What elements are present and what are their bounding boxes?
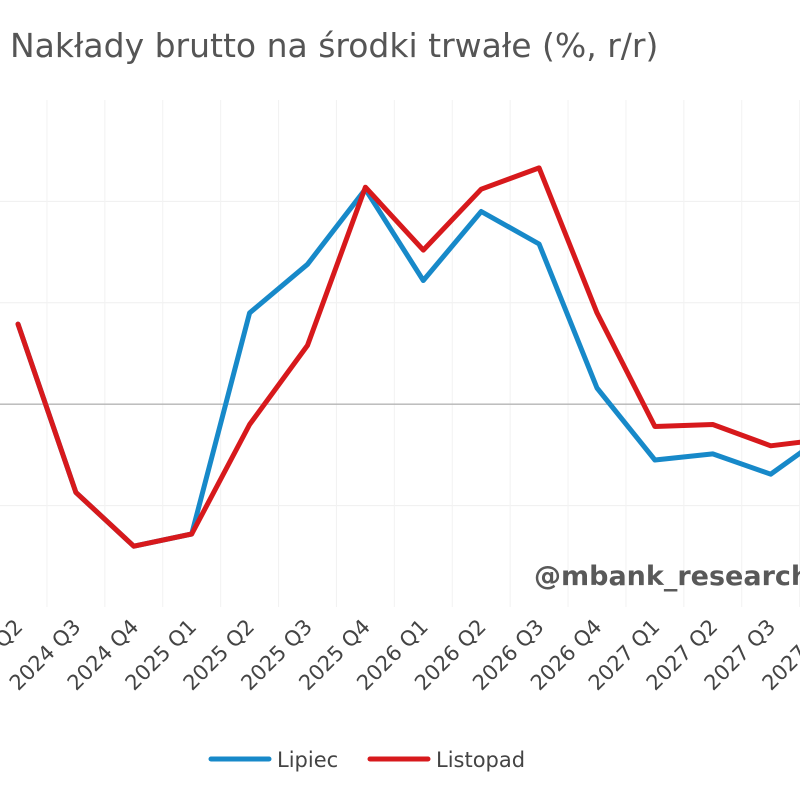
watermark: @mbank_research xyxy=(534,561,800,592)
legend-label-lipiec: Lipiec xyxy=(277,748,338,772)
series-layer xyxy=(15,165,800,549)
legend: Lipiec Listopad xyxy=(208,748,525,772)
series-line-lipiec xyxy=(15,186,800,549)
legend-label-listopad: Listopad xyxy=(436,748,525,772)
chart-title: Nakłady brutto na środki trwałe (%, r/r) xyxy=(10,26,658,65)
series-line-listopad xyxy=(15,165,800,549)
